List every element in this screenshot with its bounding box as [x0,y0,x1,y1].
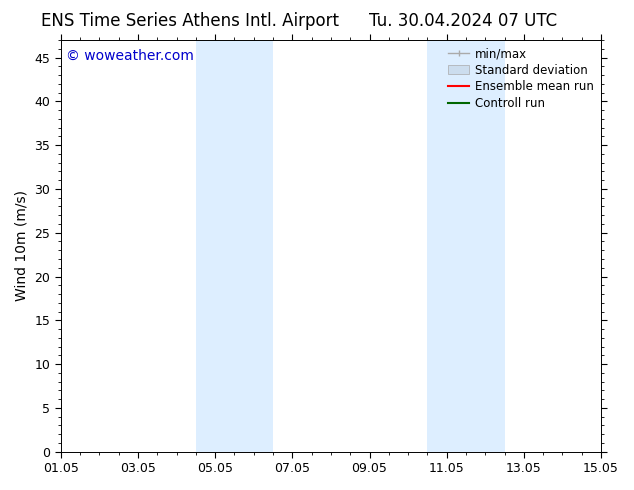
Legend: min/max, Standard deviation, Ensemble mean run, Controll run: min/max, Standard deviation, Ensemble me… [443,43,598,115]
Bar [235,40,273,452]
Bar [427,40,466,452]
Bar [196,40,235,452]
Text: Tu. 30.04.2024 07 UTC: Tu. 30.04.2024 07 UTC [369,12,557,30]
Text: © woweather.com: © woweather.com [66,49,194,62]
Y-axis label: Wind 10m (m/s): Wind 10m (m/s) [15,191,29,301]
Bar [466,40,505,452]
Text: ENS Time Series Athens Intl. Airport: ENS Time Series Athens Intl. Airport [41,12,339,30]
